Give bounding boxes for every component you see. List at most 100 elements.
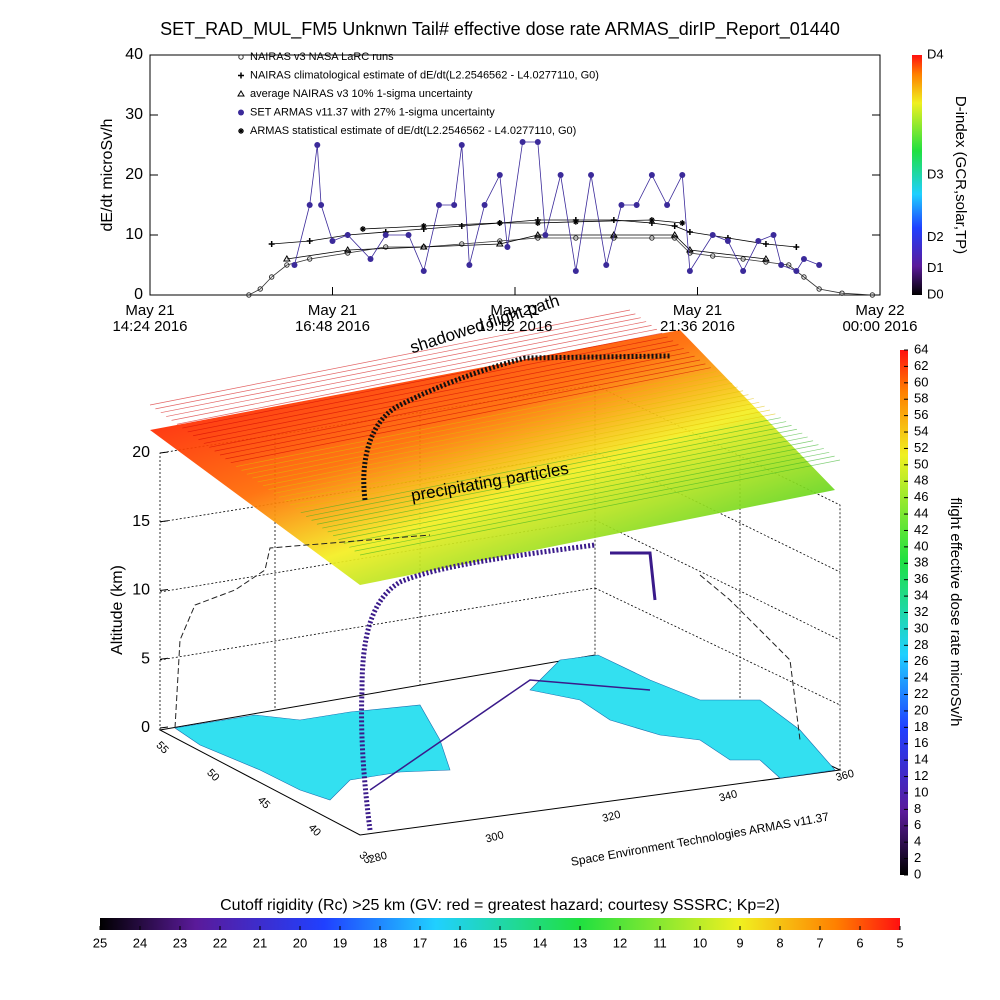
z-tick [159,520,169,523]
colorbar-tick-label: 10 [914,784,928,799]
sheet-streaks [149,309,841,556]
marker [542,232,549,238]
streak [225,363,706,460]
marker [762,241,769,247]
colorbar-tick-label: 48 [914,473,928,488]
marker [419,243,428,250]
colorbar-tick-label: 52 [914,440,928,455]
chart-title: SET_RAD_MUL_FM5 Unknwn Tail# effective d… [160,19,840,40]
y-tick-label: 0 [134,286,143,303]
marker [816,286,822,292]
marker [671,235,678,241]
marker [383,244,389,250]
legend-label: ARMAS statistical estimate of dE/dt(L2.2… [250,125,576,137]
streak [284,405,765,502]
colorbar-tick-label: 12 [613,935,627,950]
streak [263,390,744,487]
z-tick [159,451,169,454]
colorbar-tick-label: 0 [914,866,921,881]
streak [257,386,738,483]
colorbar-label: flight effective dose rate microSv/h [947,498,964,727]
marker [573,235,579,241]
colorbar-tick-label: 20 [293,935,307,950]
marker [496,220,503,226]
colorbar-tick-label: 13 [573,935,587,950]
colorbar-tick-label: 10 [693,935,707,950]
x-tick-label: May 21 19:12 2016 [477,302,553,335]
marker [459,241,465,247]
colorbar-tick-label: 36 [914,571,928,586]
colorbar-tick-label: 46 [914,489,928,504]
colorbar-tick-label: 42 [914,522,928,537]
marker [535,235,541,241]
streak [273,398,754,494]
marker [329,238,336,244]
streak [149,309,631,406]
colorbar-tick-label: 28 [914,637,928,652]
x-tick-label: May 21 14:24 2016 [112,302,188,335]
z-tick [159,726,169,729]
marker [786,262,792,268]
streak [203,348,684,444]
streak [311,425,792,521]
marker [314,142,321,148]
streak [359,459,841,556]
marker [458,223,465,229]
marker [359,226,366,232]
colorbar-tick-label: 2 [914,850,921,865]
marker [519,139,526,145]
colorbar-tick-label: 14 [533,935,547,950]
colorbar-tick-label: 56 [914,407,928,422]
marker [740,256,746,262]
colorbar-tick-label: 7 [816,935,823,950]
marker [603,262,610,268]
lon-tick-label: 340 [718,788,739,804]
colorbar-tick-label: 15 [493,935,507,950]
marker [648,217,655,223]
series-line [271,219,797,248]
streak [295,413,776,510]
marker [709,232,716,238]
lat-tick-label: 40 [306,822,323,839]
z-axis-label: Altitude (km) [109,565,126,655]
marker [664,202,671,208]
streak [166,321,647,417]
marker [238,128,244,134]
marker [793,244,800,250]
marker [257,286,263,292]
colorbar-tick-label: 23 [173,935,187,950]
marker [306,256,313,262]
colorbar-tick-label: 19 [333,935,347,950]
streak [306,421,787,517]
colorbar-tick-label: 16 [453,935,467,950]
colorbar-tick-label: 25 [93,935,107,950]
marker [343,246,352,253]
marker [801,274,807,280]
lat-tick-label: 50 [204,767,221,784]
y-axis-label: dE/dt microSv/h [99,119,116,232]
streak [349,451,830,548]
colorbar-tick-label: 38 [914,555,928,570]
streak [279,401,760,498]
flight-path [174,353,801,831]
x-tick-label: May 21 21:36 2016 [659,302,736,335]
marker [495,240,504,247]
y-tick-label: 40 [125,46,143,63]
colorbar-tick-label: D3 [927,166,944,181]
marker [679,172,686,178]
marker [633,202,640,208]
streak [289,409,771,506]
marker [405,232,412,238]
colorbar-tick-label: 11 [653,935,667,950]
z-tick-label: 5 [141,650,150,667]
y-tick-label: 10 [125,226,143,243]
colorbar-tick-label: 17 [413,935,427,950]
colorbar-tick-label: 6 [856,935,863,950]
d-index-colorbar [912,55,922,295]
streak [182,332,663,429]
colorbar-tick-label: 58 [914,391,928,406]
marker [557,172,564,178]
marker [458,142,465,148]
colorbar-tick-label: 40 [914,538,928,553]
